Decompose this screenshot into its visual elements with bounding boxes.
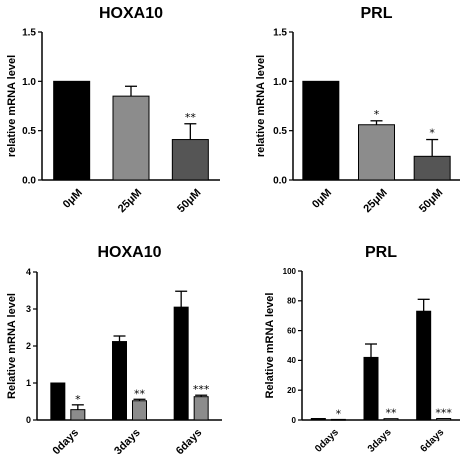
chart-title: PRL	[365, 244, 397, 261]
y-tick-label: 40	[287, 356, 296, 365]
significance-marker: **	[185, 111, 197, 124]
significance-marker: ***	[435, 407, 452, 420]
bar	[112, 341, 127, 421]
significance-marker: **	[134, 387, 146, 400]
chart-panel-3: HOXA10 Relative mRNA level 0 1 2 3 4 * 0days ** 3d…	[6, 244, 222, 457]
bar	[358, 124, 395, 181]
y-axis-label: Relative mRNA level	[6, 293, 18, 399]
y-tick-label: 1	[26, 378, 31, 388]
y-axis-label: relative mRNA level	[255, 55, 267, 157]
bar	[132, 400, 147, 421]
bar	[70, 409, 86, 421]
x-tick-label: 50μM	[175, 187, 203, 215]
bar	[363, 356, 379, 421]
x-tick-label: 0μM	[61, 187, 85, 211]
x-tick-label: 3days	[366, 427, 394, 455]
chart-panel-4: PRL Relative mRNA level 0 20 40 60 80 100 * 0days…	[264, 244, 460, 455]
chart-panel-1: HOXA10 relative mRNA level 0.0 0.5 1.0 1.5 0μM…	[6, 5, 220, 215]
y-tick-label: 1.0	[22, 77, 36, 88]
y-tick-label: 0	[292, 416, 297, 425]
x-tick-label: 3days	[112, 427, 143, 458]
bar	[302, 80, 340, 181]
x-tick-label: 6days	[174, 427, 205, 458]
y-tick-label: 0	[26, 415, 31, 425]
chart-title: HOXA10	[97, 244, 161, 261]
y-tick-label: 1.5	[22, 28, 36, 39]
x-tick-label: 0μM	[310, 187, 334, 211]
bar	[416, 310, 432, 421]
bar	[330, 418, 346, 421]
significance-marker: *	[374, 108, 380, 121]
chart-title: HOXA10	[99, 5, 163, 22]
y-axis-label: relative mRNA level	[6, 55, 18, 157]
bar	[310, 418, 326, 421]
y-tick-label: 0.0	[273, 176, 287, 187]
x-tick-label: 6days	[418, 427, 446, 455]
y-tick-label: 100	[283, 267, 297, 276]
y-tick-label: 2	[26, 341, 31, 351]
y-tick-label: 3	[26, 304, 31, 314]
bar	[50, 382, 66, 421]
y-tick-label: 60	[287, 326, 296, 335]
bar	[171, 139, 209, 181]
x-tick-label: 25μM	[361, 187, 389, 215]
x-tick-label: 0days	[50, 427, 81, 458]
y-tick-label: 80	[287, 297, 296, 306]
x-tick-label: 25μM	[116, 187, 144, 215]
bar	[53, 80, 91, 181]
bar	[193, 396, 209, 421]
significance-marker: ***	[193, 383, 210, 396]
y-tick-label: 0.0	[22, 176, 36, 187]
x-tick-label: 0days	[313, 427, 341, 455]
y-tick-label: 20	[287, 386, 296, 395]
y-tick-label: 0.5	[273, 126, 287, 137]
x-tick-label: 50μM	[417, 187, 445, 215]
significance-marker: *	[336, 407, 342, 420]
y-tick-label: 1.0	[273, 77, 287, 88]
bar	[173, 306, 189, 421]
bar	[436, 418, 452, 421]
significance-marker: *	[75, 393, 81, 406]
y-axis-label: Relative mRNA level	[264, 293, 276, 399]
bar	[112, 95, 150, 181]
y-tick-label: 0.5	[22, 126, 36, 137]
significance-marker: *	[429, 127, 435, 140]
chart-title: PRL	[361, 5, 393, 22]
significance-marker: **	[386, 407, 398, 420]
chart-panel-2: PRL relative mRNA level 0.0 0.5 1.0 1.5 0μM * 25…	[255, 5, 460, 215]
y-tick-label: 1.5	[273, 28, 287, 39]
bar	[413, 155, 451, 181]
y-tick-label: 4	[26, 267, 31, 277]
bar	[383, 418, 399, 421]
